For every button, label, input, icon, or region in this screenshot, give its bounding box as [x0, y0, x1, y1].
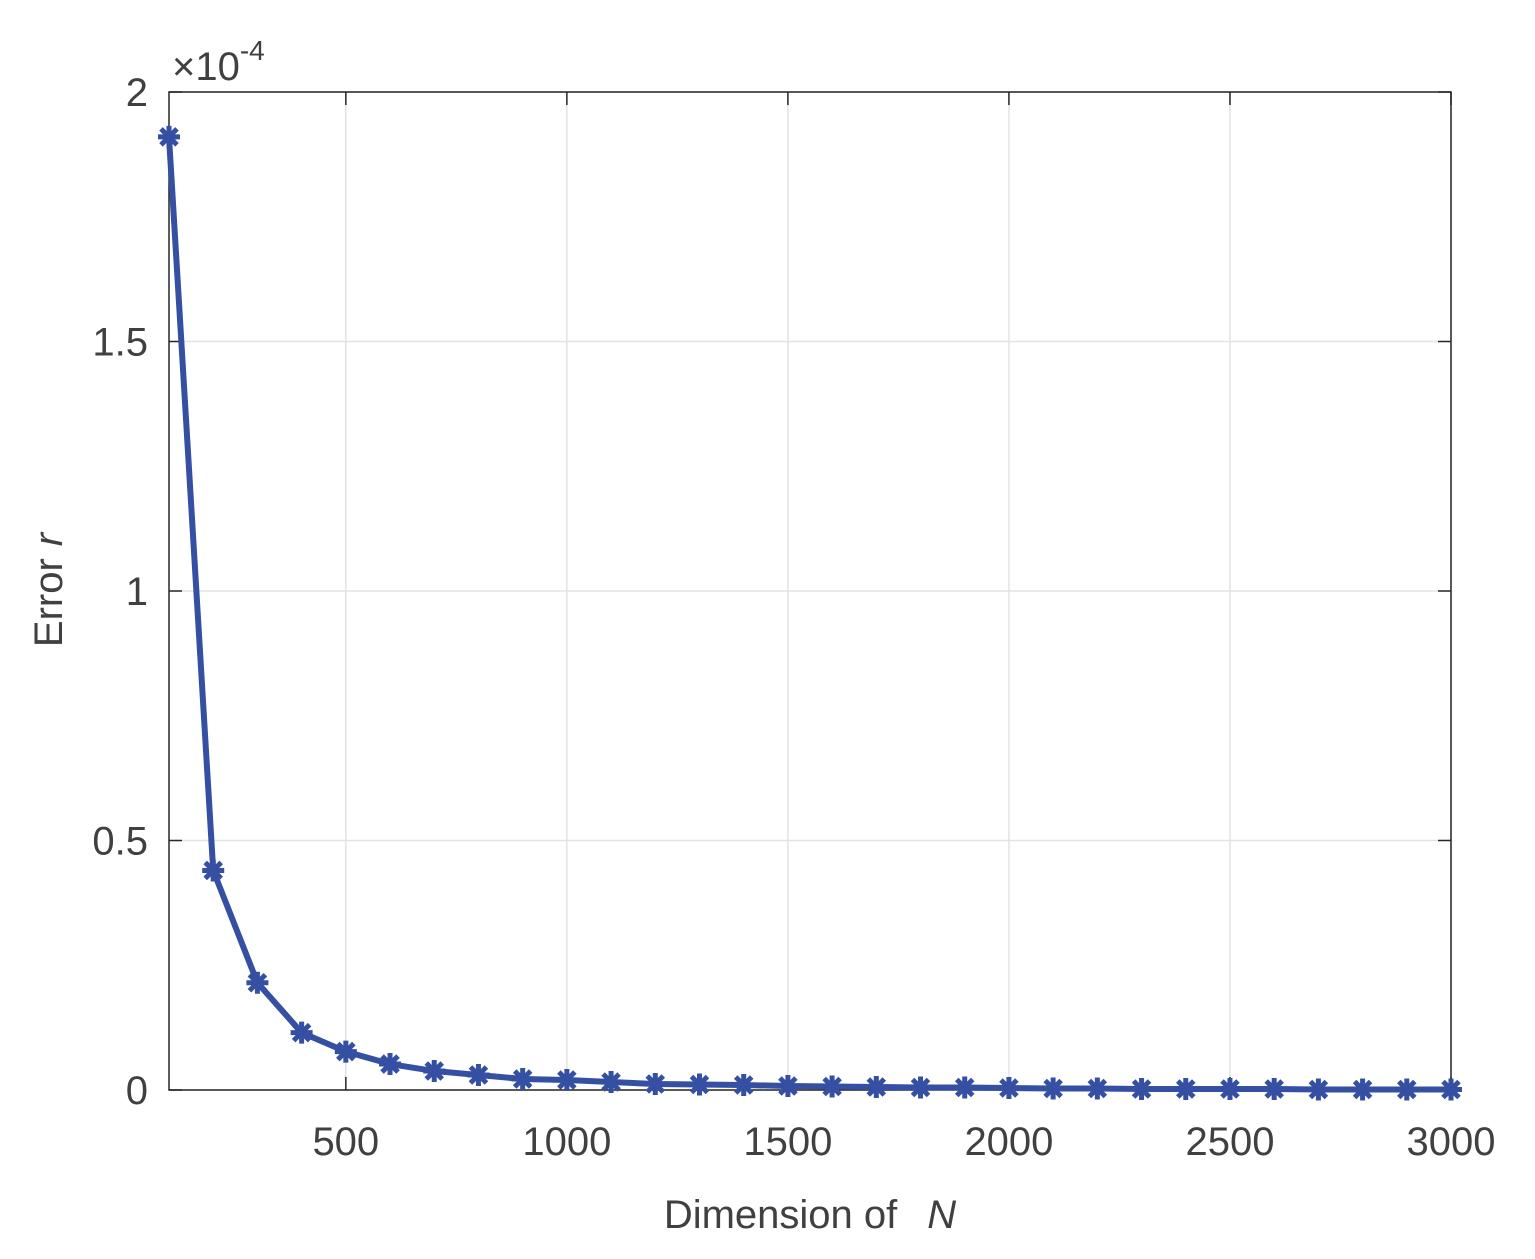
x-tick-label: 1500: [743, 1120, 832, 1164]
y-tick-label: 0: [126, 1069, 148, 1113]
marker: [423, 1060, 446, 1083]
marker: [1351, 1078, 1374, 1101]
series-line: [166, 136, 1451, 1093]
marker: [511, 1068, 534, 1091]
marker: [953, 1076, 976, 1099]
marker: [1395, 1078, 1418, 1101]
marker: [1086, 1077, 1109, 1100]
y-axis-label: Error r: [27, 531, 71, 647]
x-tick-label: 1000: [522, 1120, 611, 1164]
x-tick-label: 3000: [1407, 1120, 1496, 1164]
marker: [379, 1053, 402, 1076]
marker: [1218, 1078, 1241, 1100]
marker: [865, 1076, 888, 1099]
y-axis-label-variable: r: [27, 531, 71, 546]
multiplier-exponent: -4: [240, 35, 265, 66]
marker: [1263, 1078, 1286, 1100]
marker: [202, 859, 225, 882]
x-tick-label: 500: [312, 1120, 379, 1164]
marker: [467, 1064, 490, 1087]
marker: [246, 971, 269, 994]
x-axis-label-text: Dimension of: [664, 1193, 898, 1237]
multiplier-base: ×10: [172, 45, 240, 89]
marker: [158, 125, 180, 148]
marker: [1130, 1078, 1153, 1100]
y-tick-label: 2: [126, 71, 148, 115]
marker: [1440, 1078, 1462, 1101]
marker: [290, 1021, 313, 1044]
y-multiplier: ×10-4: [172, 35, 265, 89]
y-tick-label: 1: [126, 570, 148, 614]
marker: [334, 1040, 357, 1063]
marker: [776, 1075, 799, 1098]
y-axis-label-text: Error: [27, 558, 71, 647]
y-tick-label: 1.5: [92, 321, 148, 365]
x-tick-label: 2000: [964, 1120, 1053, 1164]
marker: [821, 1075, 844, 1098]
marker: [644, 1073, 667, 1096]
marker: [600, 1071, 623, 1094]
y-tick-label: 0.5: [92, 820, 148, 864]
x-axis-label: Dimension of N: [664, 1193, 956, 1237]
marker: [1174, 1078, 1197, 1100]
marker: [732, 1074, 755, 1097]
marker: [688, 1073, 711, 1096]
marker: [1042, 1077, 1065, 1100]
marker: [997, 1077, 1020, 1099]
x-axis-label-variable: N: [927, 1193, 956, 1237]
marker: [909, 1076, 932, 1099]
marker: [555, 1069, 578, 1092]
x-tick-label: 2500: [1185, 1120, 1274, 1164]
marker: [1307, 1078, 1330, 1101]
